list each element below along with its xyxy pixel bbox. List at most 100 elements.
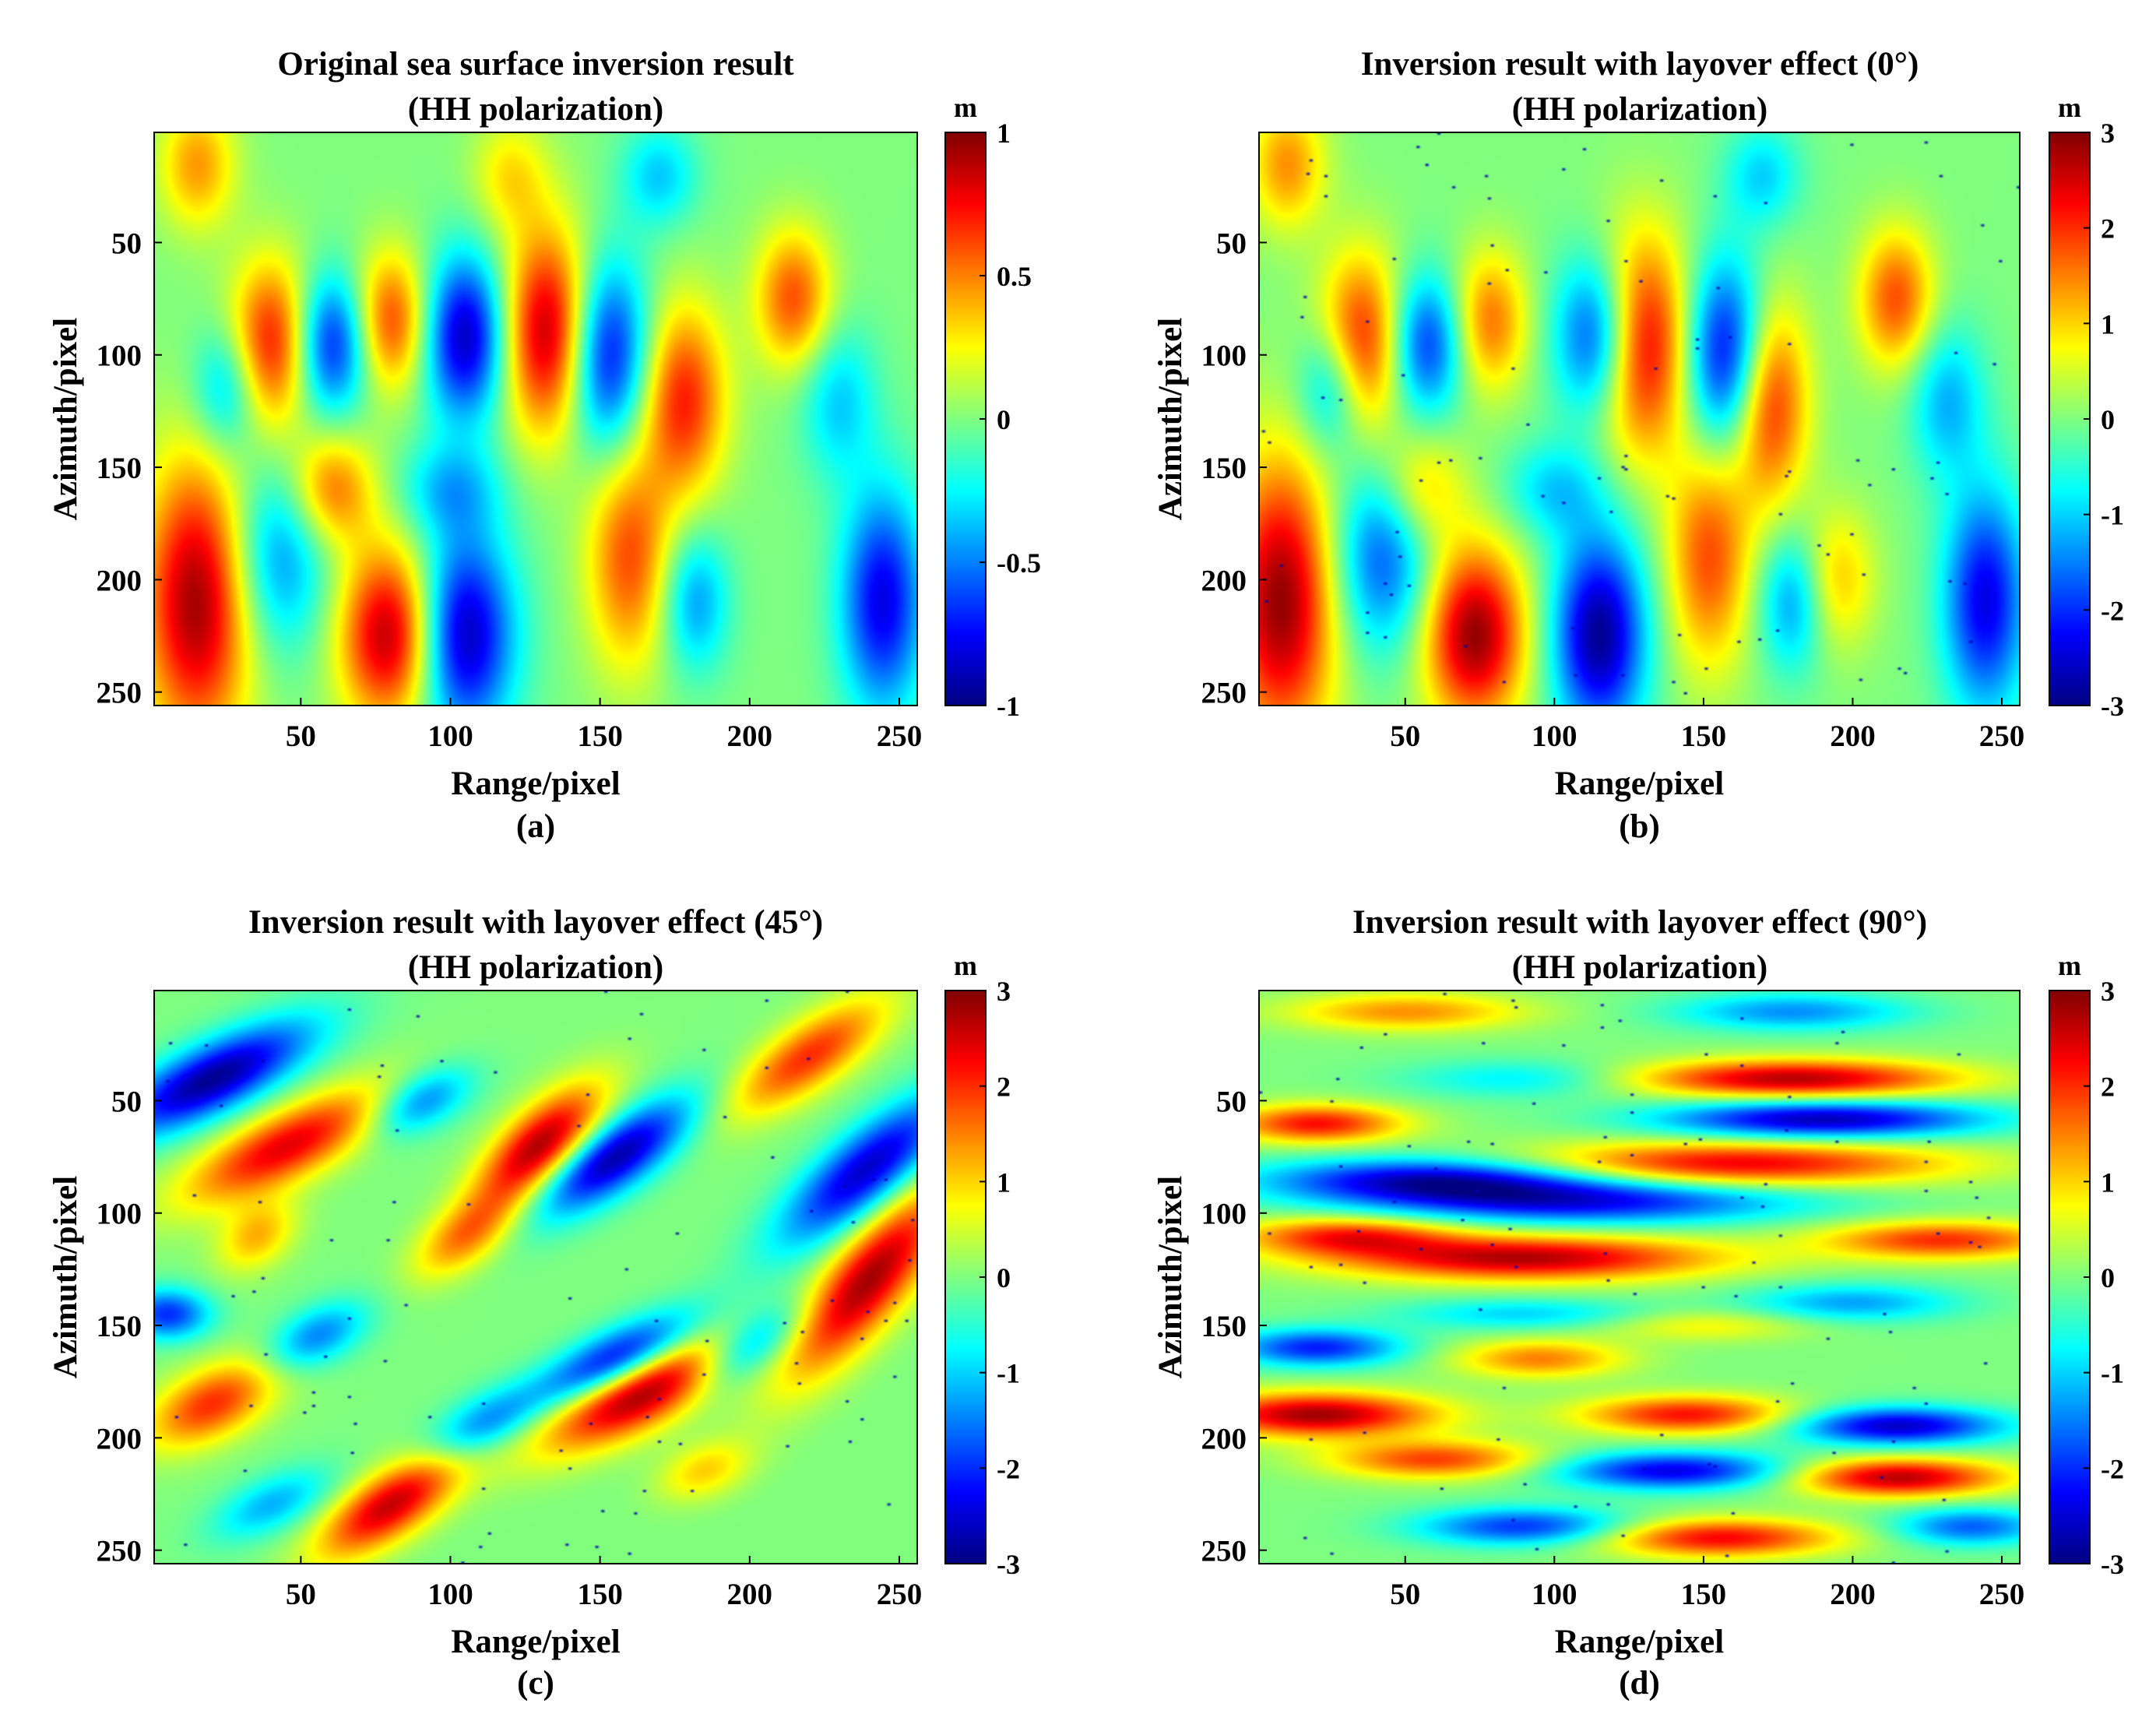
panel-subtitle: (HH polarization) [408,91,663,128]
colorbar-tick-label: 3 [2101,976,2115,1007]
panel-title: Inversion result with layover effect (0°… [1361,46,1919,83]
x-tick-label: 100 [427,720,473,753]
y-axis-label: Azimuth/pixel [47,318,84,520]
x-tick-label: 150 [577,1578,623,1611]
x-tick-label: 50 [286,720,316,753]
colorbar-tick-label: 1 [997,118,1011,149]
colorbar-unit: m [954,92,977,123]
colorbar [2049,990,2091,1564]
colorbar-tick-label: -0.5 [997,547,1041,579]
colorbar [944,132,987,706]
x-tick-label: 200 [1830,720,1876,753]
x-tick-label: 250 [877,1578,923,1611]
colorbar-tick-label: 2 [2101,1072,2115,1103]
colorbar-tick-label: 1 [997,1167,1011,1198]
y-tick-label: 100 [97,1198,142,1231]
colorbar-unit: m [2058,950,2081,981]
y-axis-label: Azimuth/pixel [1152,1176,1189,1378]
colorbar-tick-label: 1 [2101,1167,2115,1198]
x-tick-label: 100 [1532,720,1577,753]
y-tick-label: 150 [1201,452,1247,485]
panel-title: Inversion result with layover effect (45… [248,904,823,941]
colorbar-tick-label: -1 [997,691,1020,722]
heatmap-image [1259,132,2020,706]
colorbar-tick-label: 0 [997,404,1011,435]
axes-frame [1258,132,2021,706]
colorbar-tick-label: -3 [2101,691,2124,722]
x-tick-label: 150 [1681,1578,1727,1611]
x-axis-label: Range/pixel [451,1624,620,1660]
y-tick-label: 150 [97,1310,142,1343]
x-tick-label: 100 [1532,1578,1577,1611]
colorbar-tick-label: -1 [997,1358,1020,1389]
panel-caption: (d) [1619,1665,1660,1702]
colorbar-tick-label: 0.5 [997,261,1032,292]
x-axis-label: Range/pixel [1555,765,1724,802]
panel-c: 50 100 150 200 250 50 100 150 200 250 Range/pixel A… [47,904,1020,1702]
panel-d: 50 100 150 200 250 50 100 150 200 250 Range/pixel A… [1152,904,2124,1702]
colorbar-tick-label: -2 [2101,595,2124,626]
y-tick-label: 200 [1201,1422,1247,1455]
colorbar-tick-label: -3 [997,1549,1020,1580]
y-tick-label: 200 [97,1422,142,1455]
colorbar-tick-label: 0 [2101,1262,2115,1293]
x-tick-label: 250 [1979,720,2025,753]
y-tick-label: 250 [97,1535,142,1568]
y-tick-label: 100 [97,340,142,373]
axes-frame [153,990,918,1564]
panel-subtitle: (HH polarization) [408,949,663,986]
y-tick-label: 250 [97,677,142,710]
panel-caption: (c) [517,1665,554,1702]
panel-subtitle: (HH polarization) [1512,949,1767,986]
colorbar-unit: m [2058,92,2081,123]
x-tick-label: 100 [427,1578,473,1611]
colorbar-tick-label: 1 [2101,308,2115,340]
y-tick-label: 250 [1201,677,1247,710]
y-tick-label: 50 [111,1085,142,1118]
colorbar-tick-label: -1 [2101,1358,2124,1389]
heatmap-image [154,132,917,706]
x-tick-label: 200 [727,720,773,753]
y-tick-label: 100 [1201,340,1247,373]
colorbar-tick-label: -3 [2101,1549,2124,1580]
y-tick-label: 50 [1216,227,1247,260]
x-tick-label: 200 [1830,1578,1876,1611]
heatmap-image [154,991,917,1564]
y-tick-label: 50 [1216,1085,1247,1118]
panel-caption: (b) [1619,808,1660,845]
colorbar [2049,132,2091,706]
y-tick-label: 50 [111,227,142,260]
x-tick-label: 150 [1681,720,1727,753]
x-tick-label: 250 [877,720,923,753]
x-tick-label: 50 [1390,720,1420,753]
panel-b: 50 100 150 200 250 50 100 150 200 250 Range/pixel A… [1152,46,2124,845]
panel-a: 50 100 150 200 250 50 100 150 200 250 Range/pixel A… [47,46,1041,845]
y-tick-label: 150 [1201,1310,1247,1343]
y-tick-label: 200 [97,564,142,597]
colorbar-tick-label: -2 [997,1453,1020,1484]
y-axis-label: Azimuth/pixel [1152,318,1189,520]
axes-frame [153,132,918,706]
colorbar-tick-label: 0 [997,1262,1011,1293]
colorbar-tick-label: 3 [2101,118,2115,149]
heatmap-image [1259,991,2020,1564]
x-axis-label: Range/pixel [451,765,620,802]
panel-subtitle: (HH polarization) [1512,91,1767,128]
x-tick-label: 200 [727,1578,773,1611]
panel-title: Inversion result with layover effect (90… [1352,904,1927,941]
colorbar-tick-label: 2 [997,1072,1011,1103]
y-tick-label: 250 [1201,1535,1247,1568]
x-tick-label: 150 [577,720,623,753]
x-tick-label: 50 [286,1578,316,1611]
x-axis-label: Range/pixel [1555,1624,1724,1660]
x-tick-label: 250 [1979,1578,2025,1611]
x-tick-label: 50 [1390,1578,1420,1611]
colorbar-tick-label: 3 [997,976,1011,1007]
panel-caption: (a) [516,808,555,845]
colorbar-unit: m [954,950,977,981]
y-tick-label: 200 [1201,564,1247,597]
y-tick-label: 100 [1201,1198,1247,1231]
y-axis-label: Azimuth/pixel [47,1176,84,1378]
y-tick-label: 150 [97,452,142,485]
